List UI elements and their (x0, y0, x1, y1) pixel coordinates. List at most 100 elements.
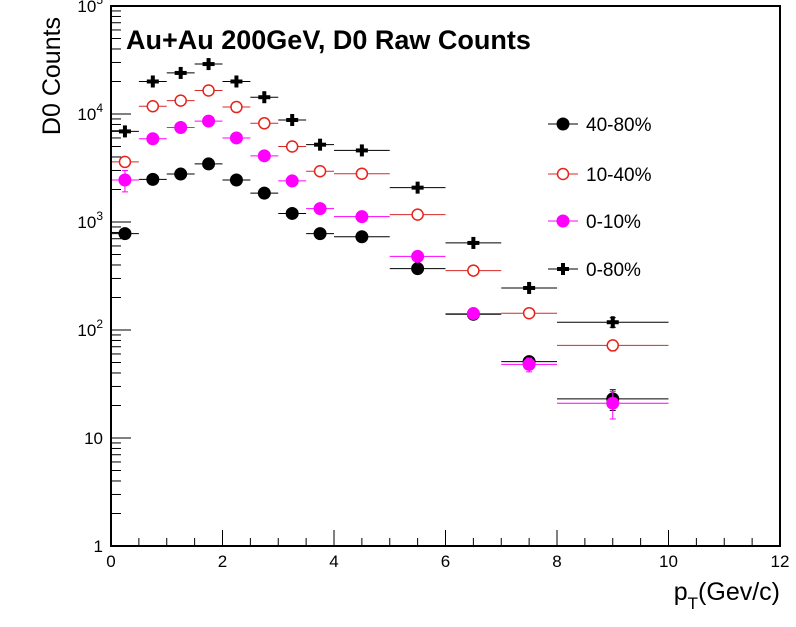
x-tick-label: 0 (106, 552, 115, 571)
cross-marker-vertical (610, 316, 615, 329)
legend-label: 10-40% (586, 165, 652, 186)
data-point (230, 75, 243, 88)
cross-marker-vertical (290, 113, 295, 126)
data-point (355, 210, 369, 224)
data-point (522, 357, 536, 371)
cross-marker-vertical (471, 236, 476, 249)
data-point (118, 227, 132, 241)
data-point (202, 58, 215, 71)
data-points (111, 58, 669, 420)
legend-label: 0-10% (586, 212, 641, 233)
data-point (202, 114, 216, 128)
data-point (467, 264, 480, 277)
data-point (202, 157, 216, 171)
x-tick-label: 4 (329, 552, 338, 571)
legend-marker (556, 214, 570, 228)
y-axis-label: D0 Counts (38, 17, 66, 135)
data-point (606, 316, 619, 329)
data-point (355, 167, 369, 180)
x-axis-label: pT(Gev/c) (674, 578, 780, 613)
x-tick-label: 10 (659, 552, 678, 571)
x-tick-label: 12 (771, 552, 790, 571)
x-tick-label: 2 (218, 552, 227, 571)
data-point (229, 173, 243, 187)
data-point (606, 396, 620, 410)
data-point (174, 66, 187, 79)
x-axis-label-unit: (Gev/c) (698, 578, 780, 606)
data-point (313, 227, 327, 241)
data-point (355, 230, 369, 244)
legend-entry: 0-80% (548, 260, 641, 281)
data-point (146, 172, 160, 186)
data-point (286, 113, 299, 126)
data-point (202, 84, 215, 97)
data-point (118, 155, 132, 169)
cross-marker-vertical (262, 91, 267, 104)
series-10-40-group (111, 84, 669, 352)
data-point (229, 131, 243, 145)
y-tick-label: 10 (84, 429, 103, 448)
data-point (230, 100, 243, 114)
data-point (411, 208, 424, 221)
data-point (411, 262, 425, 276)
series-0-80-group (111, 58, 669, 329)
data-point (118, 125, 131, 138)
legend-marker (556, 167, 570, 181)
y-tick-label: 103 (77, 209, 103, 232)
legend-entry: 10-40% (548, 165, 652, 186)
data-point (313, 165, 327, 178)
cross-marker-vertical (206, 58, 211, 71)
data-point (285, 174, 299, 188)
legend-entry: 0-10% (548, 212, 641, 233)
y-tick-label: 1 (94, 537, 103, 556)
x-tick-label: 8 (552, 552, 561, 571)
chart-title: Au+Au 200GeV, D0 Raw Counts (126, 25, 531, 55)
cross-marker-vertical (318, 138, 323, 151)
data-point (411, 249, 425, 263)
plot-frame (110, 5, 781, 547)
axis-ticks: 0 2 4 6 8 10 12 1 10 102 103 104 105 (77, 0, 789, 571)
y-tick-label: 104 (77, 101, 103, 124)
cross-marker-vertical (150, 75, 155, 88)
cross-marker-vertical (178, 66, 183, 79)
y-tick-label: 105 (77, 0, 103, 16)
legend-label: 0-80% (586, 260, 641, 281)
data-point (285, 140, 299, 153)
data-point (355, 144, 368, 157)
data-point (174, 167, 188, 181)
data-point (411, 181, 424, 194)
data-point (174, 94, 187, 107)
cross-marker-vertical (234, 75, 239, 88)
data-point (522, 306, 536, 320)
data-point (257, 149, 271, 163)
cross-marker-vertical (415, 181, 420, 194)
legend: 40-80% 10-40% 0-10% 0-80% (548, 115, 652, 281)
x-tick-label: 6 (441, 552, 450, 571)
data-point (146, 99, 160, 113)
data-point (174, 120, 188, 134)
data-point (606, 339, 619, 352)
data-point (258, 117, 271, 130)
data-point (285, 206, 299, 220)
y-tick-label: 102 (77, 317, 103, 340)
data-point (118, 173, 132, 187)
x-axis-label-subscript: T (688, 594, 698, 613)
data-point (466, 307, 480, 321)
cross-marker-vertical (561, 263, 565, 275)
data-point (467, 236, 480, 249)
data-point (146, 132, 160, 146)
series-0-10-group (111, 114, 669, 420)
legend-label: 40-80% (586, 115, 652, 136)
legend-marker (556, 117, 570, 131)
data-point (313, 202, 327, 216)
cross-marker-vertical (527, 281, 532, 294)
data-point (258, 91, 271, 104)
data-point (523, 281, 536, 294)
legend-marker (557, 263, 569, 275)
data-point (146, 75, 159, 88)
cross-marker-vertical (359, 144, 364, 157)
x-axis-label-main: p (674, 578, 688, 606)
